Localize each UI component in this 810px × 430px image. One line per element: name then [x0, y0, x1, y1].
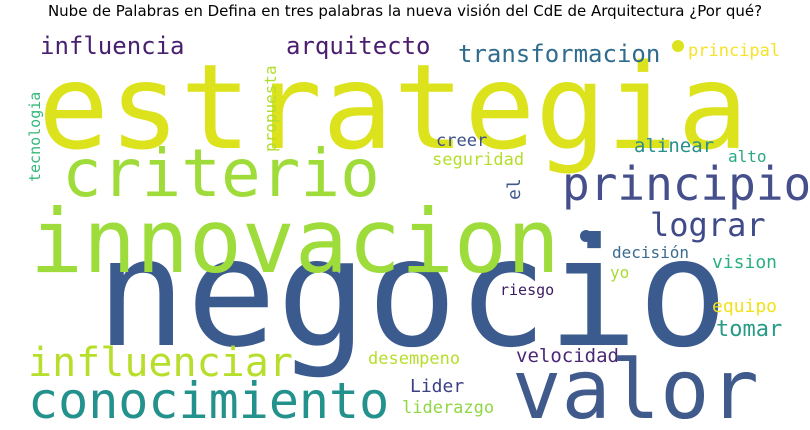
- word-2: innovacion: [30, 190, 560, 293]
- word-24: decisión: [612, 243, 689, 262]
- word-13: velocidad: [516, 345, 619, 367]
- word-23: alto: [728, 147, 767, 166]
- word-17: equipo: [712, 296, 777, 317]
- word-29: tecnologia: [26, 92, 44, 182]
- word-21: creer: [436, 131, 487, 151]
- word-7: influenciar: [28, 340, 293, 386]
- word-10: arquitecto: [286, 32, 431, 60]
- word-3: valor: [512, 343, 759, 430]
- word-19: Lider: [410, 376, 464, 397]
- word-8: lograr: [650, 206, 766, 244]
- word-27: el: [504, 178, 525, 200]
- word-9: transformacion: [458, 40, 660, 68]
- word-4: criterio: [62, 135, 380, 212]
- word-5: conocimiento: [28, 372, 389, 430]
- word-12: tomar: [716, 317, 782, 342]
- word-22: seguridad: [432, 150, 524, 170]
- word-16: vision: [712, 252, 777, 273]
- word-1: estrategia: [38, 38, 748, 176]
- word-18: principal: [688, 41, 780, 61]
- dot-glyph-0: [672, 40, 684, 52]
- word-14: alinear: [634, 135, 714, 157]
- word-25: riesgo: [500, 281, 554, 299]
- word-20: liderazgo: [402, 398, 494, 418]
- word-11: influencia: [40, 32, 185, 60]
- word-6: principio: [562, 157, 810, 211]
- word-15: desempeno: [368, 349, 460, 369]
- word-0: negocio: [96, 207, 728, 381]
- word-28: propuesta: [261, 65, 280, 152]
- word-26: yo: [610, 263, 629, 282]
- chart-title: Nube de Palabras en Defina en tres palab…: [47, 2, 763, 20]
- dot-glyph-1: [580, 230, 592, 242]
